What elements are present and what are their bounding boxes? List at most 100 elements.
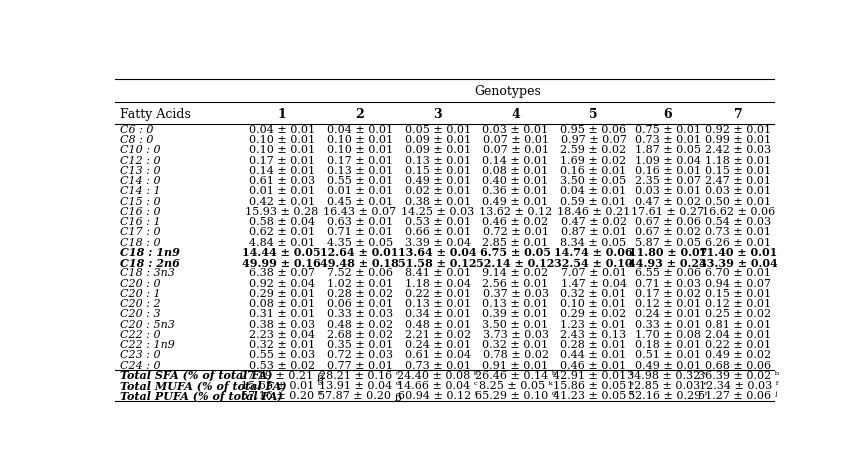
Text: 44.93 ± 0.23: 44.93 ± 0.23 (629, 258, 707, 268)
Text: 0.25 ± 0.02: 0.25 ± 0.02 (705, 309, 772, 319)
Text: C16 : 1: C16 : 1 (121, 217, 160, 227)
Text: 0.24 ± 0.01: 0.24 ± 0.01 (635, 309, 701, 319)
Text: 0.97 ± 0.07: 0.97 ± 0.07 (561, 135, 627, 145)
Text: 2.43 ± 0.13: 2.43 ± 0.13 (560, 330, 627, 340)
Text: 0.53 ± 0.02: 0.53 ± 0.02 (249, 360, 315, 370)
Text: C20 : 1: C20 : 1 (121, 289, 160, 299)
Text: 0.61 ± 0.04: 0.61 ± 0.04 (405, 350, 471, 360)
Text: 12.85 ± 0.03 ᵉ: 12.85 ± 0.03 ᵉ (627, 381, 708, 391)
Text: 6.26 ± 0.01: 6.26 ± 0.01 (705, 238, 772, 248)
Text: 2.47 ± 0.01: 2.47 ± 0.01 (706, 176, 772, 186)
Text: 3.50 ± 0.05: 3.50 ± 0.05 (560, 176, 627, 186)
Text: 0.18 ± 0.01: 0.18 ± 0.01 (635, 340, 701, 350)
Text: 0.15 ± 0.01: 0.15 ± 0.01 (405, 166, 471, 176)
Text: 4: 4 (512, 108, 520, 121)
Text: 1.69 ± 0.02: 1.69 ± 0.02 (560, 156, 627, 166)
Text: C10 : 0: C10 : 0 (121, 145, 160, 155)
Text: 6.38 ± 0.07: 6.38 ± 0.07 (249, 268, 315, 278)
Text: 0.99 ± 0.01: 0.99 ± 0.01 (705, 135, 772, 145)
Text: C14 : 0: C14 : 0 (121, 176, 160, 186)
Text: 1.23 ± 0.01: 1.23 ± 0.01 (560, 319, 627, 329)
Text: 0.09 ± 0.01: 0.09 ± 0.01 (405, 135, 471, 145)
Text: 57.87 ± 0.20 ᵷ: 57.87 ± 0.20 ᵷ (318, 391, 401, 401)
Text: C18 : 0: C18 : 0 (121, 238, 160, 248)
Text: 0.48 ± 0.01: 0.48 ± 0.01 (405, 319, 471, 329)
Text: 52.14 ± 0.12: 52.14 ± 0.12 (476, 258, 555, 268)
Text: 0.72 ± 0.01: 0.72 ± 0.01 (483, 228, 549, 238)
Text: 0.02 ± 0.01: 0.02 ± 0.01 (405, 186, 471, 196)
Text: 43.39 ± 0.04: 43.39 ± 0.04 (699, 258, 778, 268)
Text: 51.58 ± 0.12: 51.58 ± 0.12 (398, 258, 477, 268)
Text: 2.35 ± 0.07: 2.35 ± 0.07 (635, 176, 701, 186)
Text: 0.37 ± 0.03: 0.37 ± 0.03 (483, 289, 549, 299)
Text: Fatty Acids: Fatty Acids (121, 108, 191, 121)
Text: 0.47 ± 0.02: 0.47 ± 0.02 (635, 197, 701, 207)
Text: 0.72 ± 0.03: 0.72 ± 0.03 (327, 350, 393, 360)
Text: C14 : 1: C14 : 1 (121, 186, 160, 196)
Text: 13.91 ± 0.04 ᵈ: 13.91 ± 0.04 ᵈ (319, 381, 401, 391)
Text: 1.18 ± 0.04: 1.18 ± 0.04 (405, 278, 471, 288)
Text: 0.04 ± 0.01: 0.04 ± 0.01 (249, 125, 315, 135)
Text: 0.62 ± 0.01: 0.62 ± 0.01 (249, 228, 315, 238)
Text: 0.13 ± 0.01: 0.13 ± 0.01 (327, 166, 393, 176)
Text: 2.56 ± 0.01: 2.56 ± 0.01 (483, 278, 549, 288)
Text: C16 : 0: C16 : 0 (121, 207, 160, 217)
Text: 0.66 ± 0.01: 0.66 ± 0.01 (405, 228, 471, 238)
Text: 0.04 ± 0.01: 0.04 ± 0.01 (327, 125, 393, 135)
Text: 14.66 ± 0.04 ᶜ: 14.66 ± 0.04 ᶜ (397, 381, 478, 391)
Text: 14.25 ± 0.03: 14.25 ± 0.03 (401, 207, 474, 217)
Text: 1.87 ± 0.05: 1.87 ± 0.05 (635, 145, 701, 155)
Text: 0.55 ± 0.01: 0.55 ± 0.01 (327, 176, 393, 186)
Text: 0.73 ± 0.01: 0.73 ± 0.01 (405, 360, 471, 370)
Text: 2.42 ± 0.03: 2.42 ± 0.03 (705, 145, 772, 155)
Text: 0.15 ± 0.01: 0.15 ± 0.01 (705, 289, 772, 299)
Text: 0.22 ± 0.01: 0.22 ± 0.01 (405, 289, 471, 299)
Text: 0.33 ± 0.01: 0.33 ± 0.01 (635, 319, 701, 329)
Text: 0.49 ± 0.01: 0.49 ± 0.01 (405, 176, 471, 186)
Text: 0.13 ± 0.01: 0.13 ± 0.01 (405, 299, 471, 309)
Text: 3.50 ± 0.01: 3.50 ± 0.01 (483, 319, 549, 329)
Text: 1.09 ± 0.04: 1.09 ± 0.04 (635, 156, 701, 166)
Text: 0.10 ± 0.01: 0.10 ± 0.01 (249, 135, 315, 145)
Text: 0.49 ± 0.01: 0.49 ± 0.01 (483, 197, 549, 207)
Text: 9.14 ± 0.02: 9.14 ± 0.02 (483, 268, 549, 278)
Text: 0.39 ± 0.01: 0.39 ± 0.01 (483, 309, 549, 319)
Text: 0.29 ± 0.01: 0.29 ± 0.01 (249, 289, 315, 299)
Text: 0.46 ± 0.01: 0.46 ± 0.01 (560, 360, 627, 370)
Text: 13.62 ± 0.12: 13.62 ± 0.12 (479, 207, 552, 217)
Text: 0.59 ± 0.01: 0.59 ± 0.01 (560, 197, 627, 207)
Text: C20 : 2: C20 : 2 (121, 299, 160, 309)
Text: Total PUFA (% of total FA): Total PUFA (% of total FA) (121, 391, 283, 402)
Text: C18 : 1n9: C18 : 1n9 (121, 248, 180, 258)
Text: 0.58 ± 0.04: 0.58 ± 0.04 (249, 217, 315, 227)
Text: 18.46 ± 0.21: 18.46 ± 0.21 (557, 207, 630, 217)
Text: 0.32 ± 0.01: 0.32 ± 0.01 (249, 340, 315, 350)
Text: 0.01 ± 0.01: 0.01 ± 0.01 (327, 186, 393, 196)
Text: 0.35 ± 0.01: 0.35 ± 0.01 (327, 340, 393, 350)
Text: Total MUFA (% of total FA): Total MUFA (% of total FA) (121, 380, 287, 392)
Text: 15.86 ± 0.05 ᵃ: 15.86 ± 0.05 ᵃ (553, 381, 634, 391)
Text: 2.68 ± 0.02: 2.68 ± 0.02 (327, 330, 393, 340)
Text: 0.47 ± 0.02: 0.47 ± 0.02 (560, 217, 627, 227)
Text: 0.22 ± 0.01: 0.22 ± 0.01 (705, 340, 772, 350)
Text: C12 : 0: C12 : 0 (121, 156, 160, 166)
Text: C20 : 5n3: C20 : 5n3 (121, 319, 175, 329)
Text: 0.91 ± 0.01: 0.91 ± 0.01 (483, 360, 549, 370)
Text: 0.03 ± 0.01: 0.03 ± 0.01 (705, 186, 772, 196)
Text: 0.15 ± 0.01: 0.15 ± 0.01 (705, 166, 772, 176)
Text: 2.23 ± 0.04: 2.23 ± 0.04 (249, 330, 315, 340)
Text: 57.16 ± 0.20 ʰ: 57.16 ± 0.20 ʰ (241, 391, 323, 401)
Text: 0.07 ± 0.01: 0.07 ± 0.01 (483, 135, 549, 145)
Text: 1.18 ± 0.01: 1.18 ± 0.01 (705, 156, 772, 166)
Text: 0.14 ± 0.01: 0.14 ± 0.01 (483, 156, 549, 166)
Text: 0.61 ± 0.03: 0.61 ± 0.03 (249, 176, 315, 186)
Text: 0.71 ± 0.03: 0.71 ± 0.03 (635, 278, 701, 288)
Text: 0.16 ± 0.01: 0.16 ± 0.01 (560, 166, 627, 176)
Text: 0.32 ± 0.01: 0.32 ± 0.01 (483, 340, 549, 350)
Text: 0.75 ± 0.01: 0.75 ± 0.01 (635, 125, 701, 135)
Text: 0.14 ± 0.01: 0.14 ± 0.01 (249, 166, 315, 176)
Text: 0.03 ± 0.01: 0.03 ± 0.01 (483, 125, 549, 135)
Text: 0.08 ± 0.01: 0.08 ± 0.01 (483, 166, 549, 176)
Text: 26.46 ± 0.14 ʰ: 26.46 ± 0.14 ʰ (475, 371, 557, 381)
Text: 0.29 ± 0.02: 0.29 ± 0.02 (560, 309, 627, 319)
